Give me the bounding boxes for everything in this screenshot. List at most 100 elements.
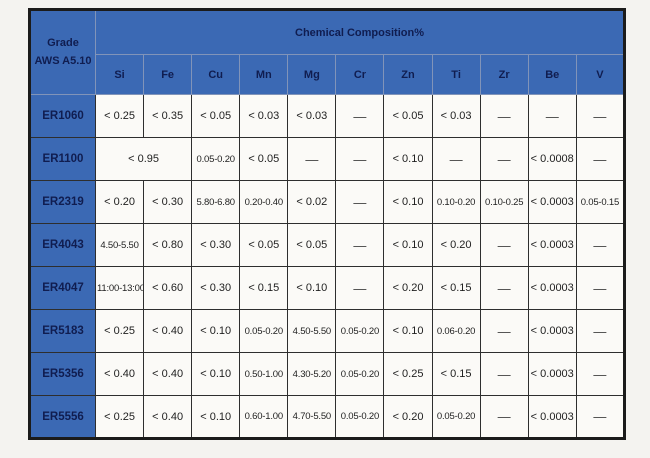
value-cell: < 0.10 [383,137,433,181]
element-header-ti: Ti [431,54,481,95]
value-cell: < 0.10 [383,180,433,224]
value-cell: 4.50-5.50 [94,223,145,267]
value-cell: — [479,395,529,439]
value-cell: < 0.05 [383,94,433,138]
value-cell: 0.60-1.00 [239,395,289,439]
value-cell: < 0.0003 [527,266,577,310]
grade-header-line2: AWS A5.10 [34,54,92,67]
value-cell: < 0.15 [239,266,289,310]
value-cell: < 0.30 [191,223,241,267]
value-cell: 5.80-6.80 [191,180,241,224]
table-body: ER1060 < 0.25 < 0.35 < 0.05 < 0.03 < 0.03— < 0… [29,94,626,439]
value-cell: < 0.95 [94,137,193,181]
value-cell: < 0.30 [191,266,241,310]
value-cell: < 0.30 [143,180,193,224]
grade-cell: ER4043 [29,223,96,267]
element-header-si: Si [94,54,145,95]
value-cell: < 0.40 [143,352,193,396]
grade-cell: ER1100 [29,137,96,181]
value-cell: 4.50-5.50 [287,309,337,353]
value-cell: < 0.80 [143,223,193,267]
value-cell: < 0.02 [287,180,337,224]
element-header-zn: Zn [383,54,433,95]
value-cell: — [479,309,529,353]
table-row: ER5556 < 0.25 < 0.40 < 0.10 0.60-1.00 4.70-5.… [29,395,626,439]
element-header-zr: Zr [479,54,529,95]
value-cell: — [479,94,529,138]
grade-header-line1: Grade [47,37,79,50]
value-cell: 4.70-5.50 [287,395,337,439]
value-cell: < 0.03 [239,94,289,138]
value-cell: — [575,309,626,353]
value-cell: < 0.03 [287,94,337,138]
table-row: ER2319 < 0.20 < 0.30 5.80-6.80 0.20-0.40 < 0.… [29,180,626,224]
value-cell: — [575,266,626,310]
value-cell: — [479,137,529,181]
value-cell: < 0.25 [383,352,433,396]
value-cell: < 0.15 [431,266,481,310]
value-cell: — [431,137,481,181]
value-cell: < 0.35 [143,94,193,138]
value-cell: < 0.10 [383,309,433,353]
value-cell: < 0.0003 [527,309,577,353]
value-cell: — [527,94,577,138]
value-cell: < 0.05 [239,137,289,181]
value-cell: 0.05-0.20 [335,395,385,439]
value-cell: — [479,352,529,396]
value-cell: 0.05-0.20 [335,309,385,353]
table-row: ER5183 < 0.25 < 0.40 < 0.10 0.05-0.20 4.50-5.… [29,309,626,353]
value-cell: 0.10-0.20 [431,180,481,224]
header-row-top: Grade AWS A5.10 Chemical Composition% [29,9,625,95]
value-cell: < 0.40 [94,352,145,396]
value-cell: 11:00-13:00 [94,266,145,310]
value-cell: — [575,94,626,138]
element-header-mg: Mg [287,54,337,95]
grade-cell: ER5183 [29,309,96,353]
element-header-cu: Cu [191,54,241,95]
element-header-mn: Mn [239,54,289,95]
value-cell: < 0.10 [287,266,337,310]
composition-header-cell: Chemical Composition% [95,9,625,55]
chemical-composition-table: Grade AWS A5.10 Chemical Composition% Si… [28,8,626,440]
value-cell: < 0.05 [191,94,241,138]
value-cell: < 0.15 [431,352,481,396]
value-cell: — [479,223,529,267]
grade-cell: ER4047 [29,266,96,310]
value-cell: < 0.0003 [527,395,577,439]
element-header-row: Si Fe Cu Mn Mg Cr Zn Ti Zr Be V [30,54,626,95]
value-cell: 0.05-0.20 [335,352,385,396]
value-cell: 0.20-0.40 [239,180,289,224]
value-cell: < 0.0003 [527,223,577,267]
value-cell: < 0.05 [287,223,337,267]
element-header-v: V [575,54,626,95]
value-cell: 0.05-0.20 [191,137,241,181]
grade-header-cell: Grade AWS A5.10 [29,9,96,95]
value-cell: — [575,137,626,181]
value-cell: < 0.10 [191,352,241,396]
grade-cell: ER1060 [29,94,96,138]
value-cell: 0.05-0.20 [239,309,289,353]
value-cell: — [479,266,529,310]
grade-cell: ER5556 [29,395,96,439]
table-row: ER5356 < 0.40 < 0.40 < 0.10 0.50-1.00 4.30-5.… [29,352,626,396]
value-cell: — [335,266,385,310]
table-row: ER4047 11:00-13:00 < 0.60 < 0.30 < 0.15 < 0.1… [29,266,626,310]
value-cell: < 0.10 [191,395,241,439]
value-cell: < 0.20 [383,395,433,439]
table-header: Grade AWS A5.10 Chemical Composition% Si… [29,9,626,95]
grade-cell: ER2319 [29,180,96,224]
value-cell: < 0.0003 [527,352,577,396]
value-cell: 0.05-0.20 [431,395,481,439]
element-header-fe: Fe [143,54,193,95]
value-cell: < 0.0003 [527,180,577,224]
element-header-be: Be [527,54,577,95]
value-cell: < 0.03 [431,94,481,138]
value-cell: 4.30-5.20 [287,352,337,396]
value-cell: — [575,352,626,396]
value-cell: < 0.0008 [527,137,577,181]
value-cell: < 0.10 [191,309,241,353]
value-cell: < 0.25 [94,395,145,439]
value-cell: < 0.25 [94,94,145,138]
value-cell: < 0.20 [431,223,481,267]
